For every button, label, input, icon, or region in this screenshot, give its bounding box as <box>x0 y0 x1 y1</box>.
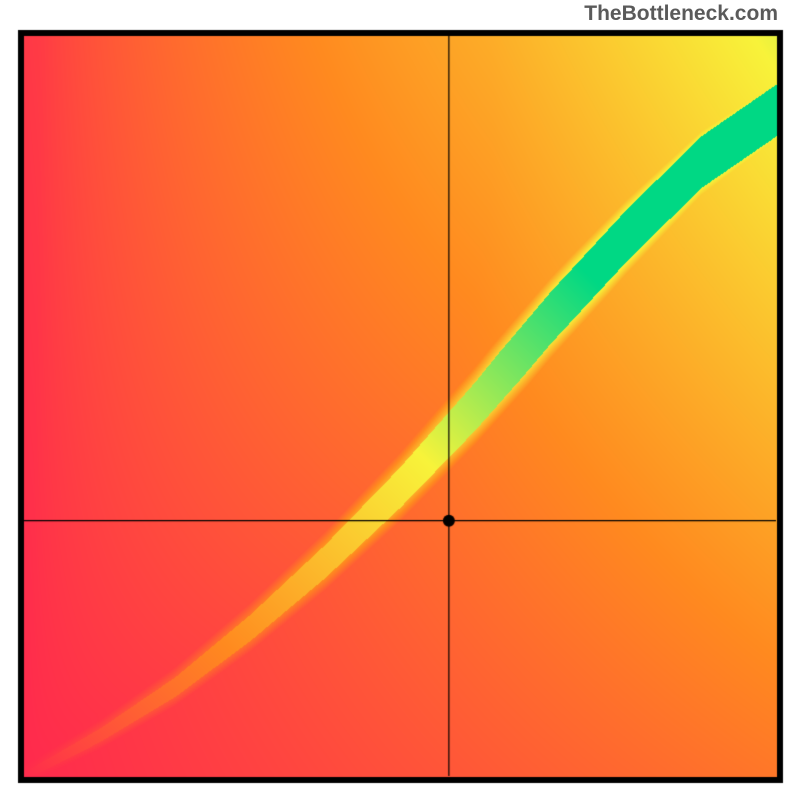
watermark-text: TheBottleneck.com <box>584 2 778 26</box>
chart-container: TheBottleneck.com <box>0 0 800 800</box>
heatmap-canvas <box>0 0 800 800</box>
